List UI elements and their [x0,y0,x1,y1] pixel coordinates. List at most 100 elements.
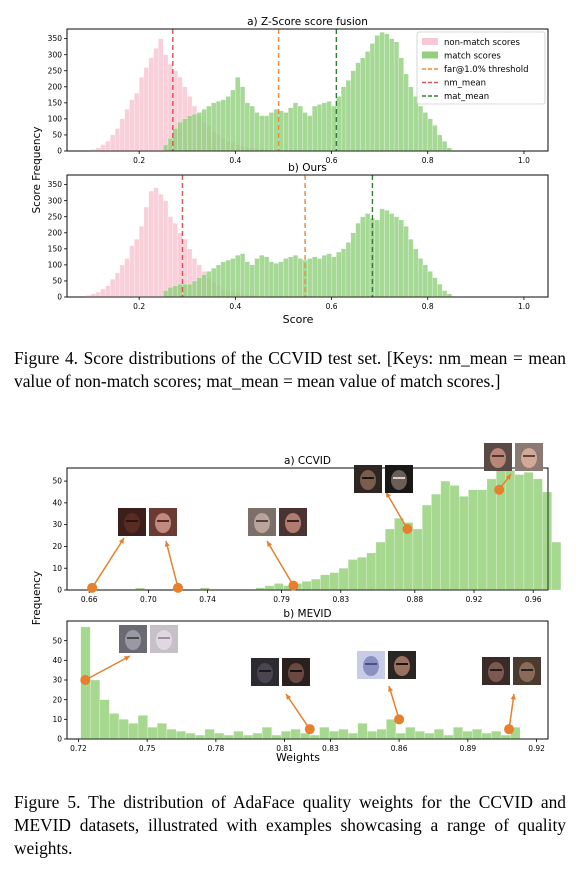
match-bar [177,121,183,152]
y-tick-label: 150 [48,244,63,253]
match-bar [196,112,202,152]
y-tick-label: 20 [52,695,62,704]
match-bar [422,264,428,298]
y-tick-label: 200 [48,228,63,237]
x-tick-label: 0.2 [133,302,145,311]
y-tick-label: 10 [52,564,62,573]
x-tick-label: 0.78 [208,744,225,753]
match-bar [437,284,443,298]
match-bar [398,219,404,298]
match-bar [427,271,433,298]
match-bar [201,109,207,152]
x-tick-label: 0.83 [332,595,349,604]
weight-bar [453,727,463,740]
ccvid-annotation-0-marker [87,582,98,593]
match-bar [312,105,318,152]
match-bar [196,277,202,298]
nonmatch-bar [153,48,159,152]
mevid-annotation-3-arrowhead [510,694,516,700]
match-bar [408,239,414,298]
match-bar [389,38,395,152]
weight-bar [176,731,186,740]
x-tick-label: 0.72 [70,744,87,753]
weight-bar [90,679,100,740]
ccvid-thumbnail-eyes [492,455,504,457]
ccvid-thumbnail-face [360,470,376,490]
x-tick-label: 0.4 [229,156,241,165]
weight-bar [242,734,253,740]
weight-bar [328,731,339,740]
weight-bar [348,732,358,740]
y-tick-label: 350 [48,180,63,189]
ccvid-thumbnail-eyes [126,520,138,522]
legend-label: far@1.0% threshold [444,65,529,75]
mevid-annotation-0-marker [80,675,91,685]
match-bar [273,109,279,152]
y-tick-label: 30 [52,676,62,685]
y-tick-label: 250 [48,66,63,75]
match-bar [182,118,188,152]
weight-bar [301,581,312,591]
match-bar [446,293,452,298]
x-tick-label: 0.89 [459,744,476,753]
weight-bar [290,729,301,740]
match-bar [374,35,380,152]
mevid-thumbnail-eyes [396,663,408,665]
match-bar [316,104,323,152]
ccvid-thumbnail-face [521,448,537,468]
mevid-thumbnail-face [394,656,410,676]
match-bar [413,96,419,152]
match-bar [254,258,260,298]
match-bar [264,256,270,298]
weight-bar [319,727,330,740]
chart-title: b) Ours [288,162,327,174]
x-tick-label: 0.66 [81,595,98,604]
match-bar [307,258,313,298]
weight-bar [195,734,206,740]
match-bar [408,86,414,152]
x-tick-label: 0.2 [133,156,145,165]
match-bar [427,118,433,152]
mevid-thumbnail-face [257,663,273,683]
figure-4-caption: Figure 4. Score distributions of the CCV… [14,348,566,391]
x-tick-label: 0.70 [140,595,157,604]
match-bar [336,96,342,152]
match-bar [235,77,241,152]
x-tick-label: 0.83 [322,744,339,753]
match-bar [312,256,318,298]
nonmatch-bar [124,109,130,152]
match-bar [307,115,313,152]
weight-bar [329,572,340,591]
weight-bar [505,470,515,591]
y-tick-label: 350 [48,34,63,43]
x-tick-label: 0.8 [422,302,434,311]
y-tick-label: 30 [52,520,62,529]
nonmatch-bar [95,292,101,298]
match-bar [331,256,337,298]
match-bar [220,261,226,298]
nonmatch-bar [124,258,130,298]
weight-bar [477,489,488,591]
weight-bar [147,727,158,740]
match-bar [249,105,255,152]
mevid-annotation-1-arrow [285,693,311,730]
x-tick-label: 1.0 [518,302,530,311]
plot-border [66,620,549,740]
weight-bar [137,715,148,740]
match-bar [283,258,289,298]
match-bar [292,102,299,152]
match-bar [230,89,236,152]
match-bar [254,112,260,152]
match-bar [278,110,284,152]
weight-bar [166,729,177,740]
match-bar [374,219,380,298]
weight-bar [440,480,451,591]
mevid-thumbnail-eyes [365,663,377,665]
x-tick-label: 0.96 [525,595,542,604]
match-bar [206,271,212,298]
ccvid-annotation-1-arrow [165,540,179,589]
nonmatch-bar [129,99,135,152]
ccvid-thumbnail-eyes [157,520,169,522]
nonmatch-bar [139,77,145,152]
chart-title: b) MEVID [283,608,331,620]
